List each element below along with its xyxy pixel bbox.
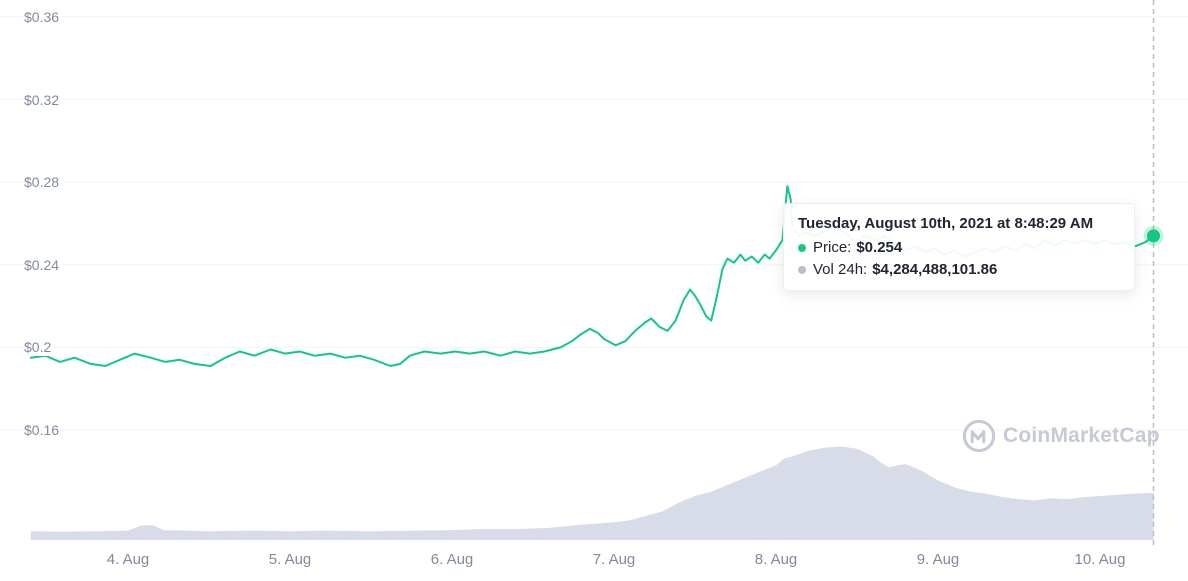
- volume-bullet-icon: [798, 265, 806, 274]
- y-axis-label: $0.16: [24, 421, 64, 439]
- tooltip-price-value: $0.254: [856, 239, 903, 256]
- y-axis-label: $0.36: [24, 8, 64, 26]
- x-axis-label: 7. Aug: [592, 551, 636, 568]
- price-bullet-icon: [798, 243, 806, 252]
- watermark-text: CoinMarketCap: [1003, 424, 1160, 447]
- coinmarketcap-logo-icon: [962, 419, 996, 453]
- tooltip-volume-label: Vol 24h:: [813, 261, 868, 278]
- tooltip-volume-row: Vol 24h: $4,284,488,101.86: [798, 261, 1120, 278]
- tooltip-price-label: Price:: [813, 239, 852, 256]
- y-axis-label: $0.2: [24, 338, 56, 357]
- tooltip-price-row: Price: $0.254: [798, 239, 1120, 256]
- x-axis-label: 5. Aug: [268, 551, 312, 568]
- last-price-dot: [1147, 229, 1160, 243]
- x-axis-label: 9. Aug: [916, 551, 960, 568]
- volume-area: [30, 446, 1154, 540]
- x-axis-label: 6. Aug: [430, 551, 474, 568]
- x-axis-label: 10. Aug: [1074, 551, 1126, 568]
- tooltip-date: Tuesday, August 10th, 2021 at 8:48:29 AM: [798, 215, 1094, 232]
- chart-tooltip: Tuesday, August 10th, 2021 at 8:48:29 AM…: [783, 203, 1135, 291]
- y-axis-label: $0.32: [24, 90, 64, 109]
- y-axis-label: $0.24: [24, 255, 64, 274]
- x-axis-label: 8. Aug: [754, 551, 798, 568]
- x-axis-label: 4. Aug: [106, 551, 150, 568]
- tooltip-volume-value: $4,284,488,101.86: [872, 261, 998, 278]
- y-axis-label: $0.28: [24, 173, 64, 192]
- coinmarketcap-watermark: CoinMarketCap: [962, 419, 1160, 453]
